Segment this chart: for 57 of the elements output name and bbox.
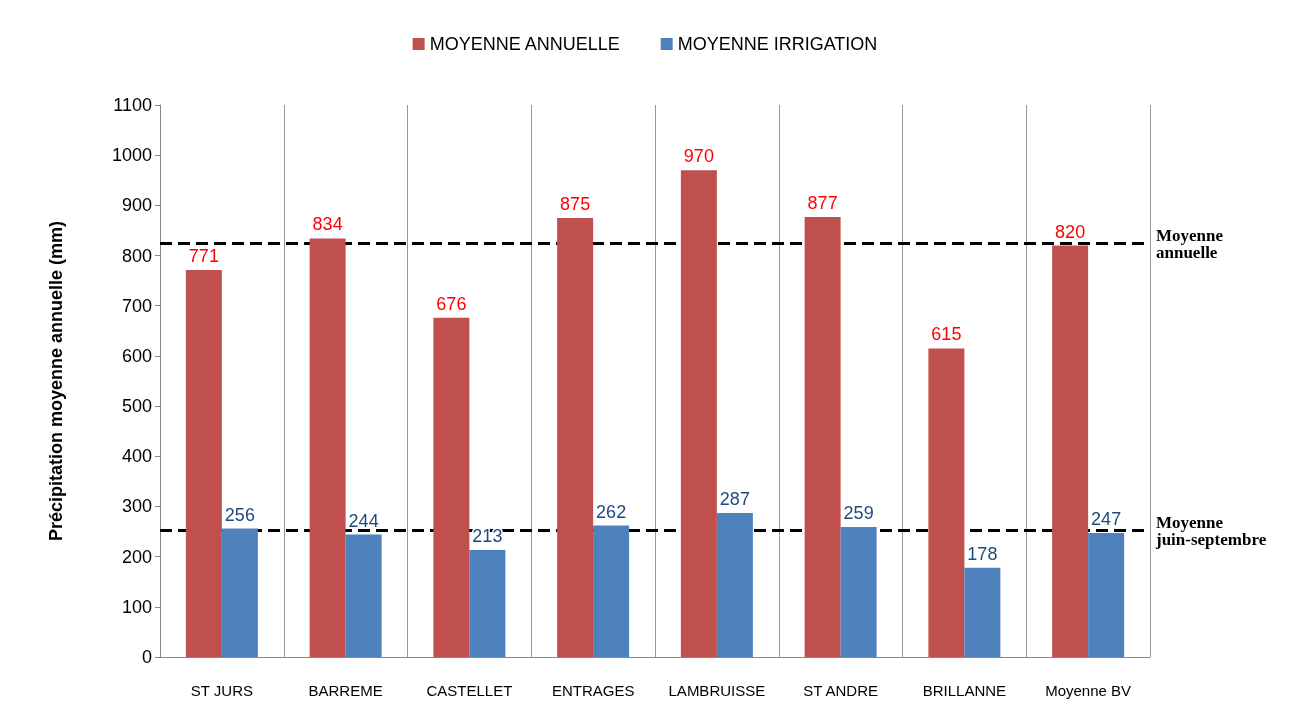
- y-tick-label: 0: [141, 647, 152, 667]
- bar: [593, 525, 630, 657]
- y-tick-label: 1100: [113, 95, 152, 115]
- data-label: 676: [436, 293, 467, 314]
- y-tick-label: 300: [121, 496, 152, 517]
- bar: [928, 348, 965, 657]
- data-label: 771: [188, 246, 219, 267]
- data-label: 213: [472, 526, 503, 547]
- legend-label: MOYENNE ANNUELLE: [429, 34, 620, 54]
- data-label: 834: [312, 214, 343, 235]
- bar: [680, 170, 717, 657]
- y-tick-label: 200: [121, 546, 152, 567]
- data-label: 877: [807, 192, 838, 213]
- data-label: 287: [719, 488, 750, 509]
- bar: [557, 217, 594, 657]
- bar: [185, 270, 222, 657]
- y-tick-label: 900: [121, 195, 152, 216]
- data-label: 615: [931, 324, 962, 345]
- bar: [840, 527, 877, 657]
- y-tick-label: 400: [121, 446, 152, 467]
- x-tick-label: CASTELLET: [426, 682, 513, 699]
- data-label: 244: [348, 510, 379, 531]
- data-label: 875: [560, 193, 591, 214]
- legend-label: MOYENNE IRRIGATION: [677, 34, 878, 54]
- data-label: 970: [683, 146, 714, 167]
- bar: [433, 317, 470, 657]
- ref-line-label: Moyenne juin-septembre: [1155, 512, 1267, 549]
- bar: [469, 550, 506, 657]
- bar: [716, 512, 753, 657]
- bar: [804, 216, 841, 657]
- x-tick-label: BRILLANNE: [922, 682, 1007, 699]
- x-tick-label: BARREME: [308, 682, 383, 699]
- x-tick-label: ST ANDRE: [803, 682, 878, 699]
- bar: [1052, 245, 1089, 657]
- y-tick-label: 600: [121, 345, 152, 366]
- data-label: 262: [596, 501, 627, 522]
- y-axis-title: Précipitation moyenne annuelle (mm): [46, 220, 66, 542]
- data-label: 178: [967, 543, 998, 564]
- data-label: 256: [224, 504, 255, 525]
- bar: [1088, 533, 1125, 657]
- data-label: 820: [1055, 221, 1086, 242]
- bar: [309, 238, 346, 657]
- data-label: 259: [843, 503, 874, 524]
- y-tick-label: 700: [121, 295, 152, 316]
- y-tick-label: 1000: [111, 145, 152, 166]
- x-tick-label: ST JURS: [190, 682, 253, 699]
- y-tick-label: 100: [121, 596, 152, 617]
- bar: [345, 534, 382, 657]
- y-tick-label: 500: [121, 396, 152, 417]
- bar: [221, 528, 258, 657]
- data-label: 247: [1091, 509, 1122, 530]
- bar: [964, 567, 1001, 657]
- ref-line-label: Moyenne annuelle: [1156, 225, 1228, 262]
- y-tick-label: 800: [121, 245, 152, 266]
- x-tick-label: Moyenne BV: [1045, 682, 1132, 699]
- x-tick-label: LAMBRUISSE: [668, 682, 766, 699]
- x-tick-label: ENTRAGES: [551, 682, 635, 699]
